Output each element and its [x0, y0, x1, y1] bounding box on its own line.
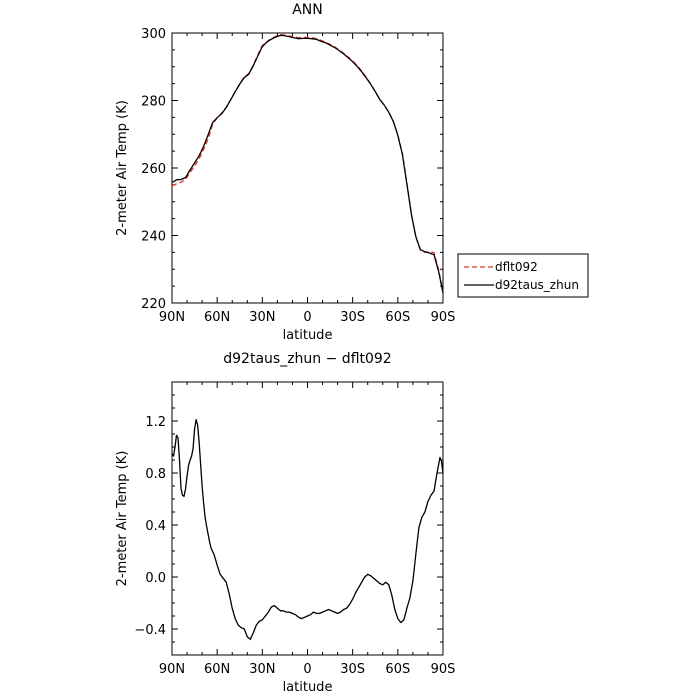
plot-frame [171, 32, 444, 304]
chart-title: d92taus_zhun − dflt092 [223, 351, 391, 367]
y-tick-label: 300 [141, 27, 166, 42]
x-tick-label: 90N [159, 662, 185, 677]
y-tick-label: 260 [141, 162, 166, 177]
y-axis-label: 2-meter Air Temp (K) [115, 451, 130, 587]
x-tick-label: 60N [204, 662, 230, 677]
y-tick-label: 0.4 [145, 519, 166, 534]
y-axis-label: 2-meter Air Temp (K) [115, 100, 130, 236]
legend-label: d92taus_zhun [495, 278, 579, 292]
y-tick-label: 1.2 [145, 415, 166, 430]
plot-frame [171, 381, 444, 656]
x-tick-label: 60S [385, 310, 410, 325]
series-line-dflt092 [171, 34, 444, 292]
series-line-d92taus_zhun [171, 34, 444, 294]
x-tick-label: 0 [303, 662, 311, 677]
y-tick-label: 0.0 [145, 571, 166, 586]
x-axis-label: latitude [283, 328, 333, 343]
x-tick-label: 90S [431, 662, 456, 677]
x-tick-label: 60S [385, 662, 410, 677]
y-tick-label: 0.8 [145, 467, 166, 482]
legend-label: dflt092 [495, 260, 538, 274]
y-tick-label: 240 [141, 230, 166, 245]
y-tick-label: 220 [141, 297, 166, 312]
x-tick-label: 60N [204, 310, 230, 325]
x-tick-label: 30N [249, 662, 275, 677]
series-line [171, 419, 444, 641]
x-axis-label: latitude [283, 680, 333, 695]
y-tick-label: 280 [141, 95, 166, 110]
y-tick-label: −0.4 [134, 623, 166, 638]
x-tick-label: 30N [249, 310, 275, 325]
x-tick-label: 90N [159, 310, 185, 325]
x-tick-label: 30S [340, 662, 365, 677]
legend-box [457, 253, 589, 298]
chart-title: ANN [292, 2, 323, 18]
x-tick-label: 90S [431, 310, 456, 325]
x-tick-label: 30S [340, 310, 365, 325]
x-tick-label: 0 [303, 310, 311, 325]
